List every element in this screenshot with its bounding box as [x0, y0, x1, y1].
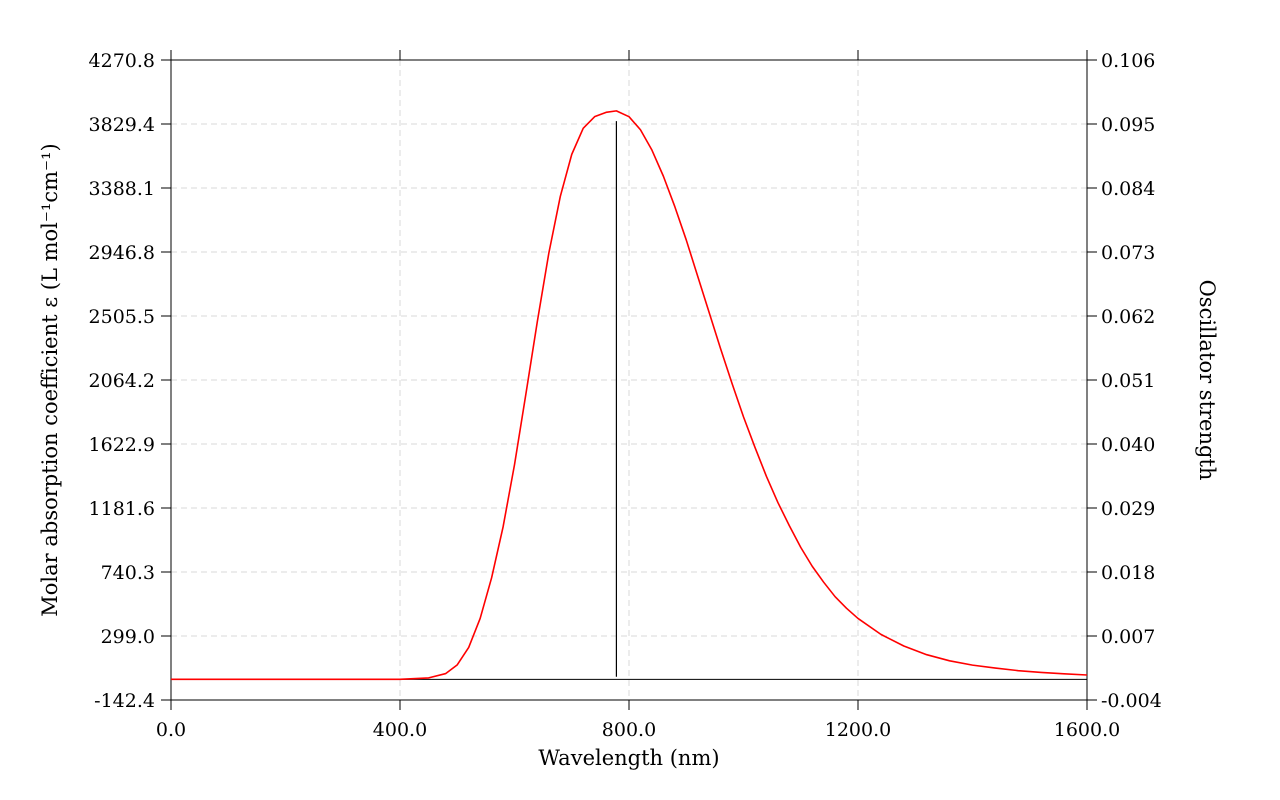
y-right-tick-labels: -0.004 0.007 0.018 0.029 0.040 0.051 0.062 0.07…	[1101, 50, 1162, 712]
x-tick-label: 1600.0	[1054, 719, 1120, 741]
x-tick-label: 400.0	[373, 719, 427, 741]
y-left-tick-label: 2064.2	[89, 370, 155, 392]
axis-ticks	[161, 50, 1097, 710]
y-left-tick-label: 4270.8	[89, 50, 155, 72]
x-tick-label: 0.0	[156, 719, 186, 741]
y-left-tick-labels: -142.4 299.0 740.3 1181.6 1622.9 2064.2 2505.5…	[89, 50, 155, 712]
y-right-tick-label: 0.073	[1101, 242, 1155, 264]
y-right-tick-label: 0.040	[1101, 434, 1155, 456]
y-right-tick-label: 0.084	[1101, 178, 1155, 200]
y-right-tick-label: 0.029	[1101, 498, 1155, 520]
x-tick-label: 800.0	[602, 719, 656, 741]
plot-frame	[170, 59, 1088, 701]
spectrum-curves	[171, 110, 1088, 681]
y-left-tick-label: 299.0	[101, 626, 155, 648]
y-right-tick-label: 0.062	[1101, 306, 1155, 328]
y-left-tick-label: 2946.8	[89, 242, 155, 264]
y-left-tick-label: 740.3	[101, 562, 155, 584]
y-left-tick-label: 3388.1	[89, 178, 155, 200]
y-left-tick-label: 2505.5	[89, 306, 155, 328]
y-right-tick-label: 0.007	[1101, 626, 1155, 648]
y-right-tick-label: -0.004	[1101, 690, 1162, 712]
y-left-axis-title: Molar absorption coefficient ε (L mol⁻¹c…	[38, 143, 62, 616]
spectrum-line	[171, 110, 1088, 681]
x-axis-title: Wavelength (nm)	[538, 746, 719, 770]
x-tick-label: 1200.0	[825, 719, 891, 741]
y-right-tick-label: 0.095	[1101, 114, 1155, 136]
y-left-tick-label: 3829.4	[89, 114, 155, 136]
y-right-tick-label: 0.018	[1101, 562, 1155, 584]
y-left-tick-label: -142.4	[94, 690, 155, 712]
grid-lines	[171, 60, 1087, 700]
x-tick-labels: 0.0 400.0 800.0 1200.0 1600.0	[156, 719, 1120, 741]
y-right-tick-label: 0.106	[1101, 50, 1155, 72]
y-right-axis-title: Oscillator strength	[1195, 280, 1219, 481]
y-left-tick-label: 1181.6	[89, 498, 155, 520]
y-right-tick-label: 0.051	[1101, 370, 1155, 392]
y-left-tick-label: 1622.9	[89, 434, 155, 456]
